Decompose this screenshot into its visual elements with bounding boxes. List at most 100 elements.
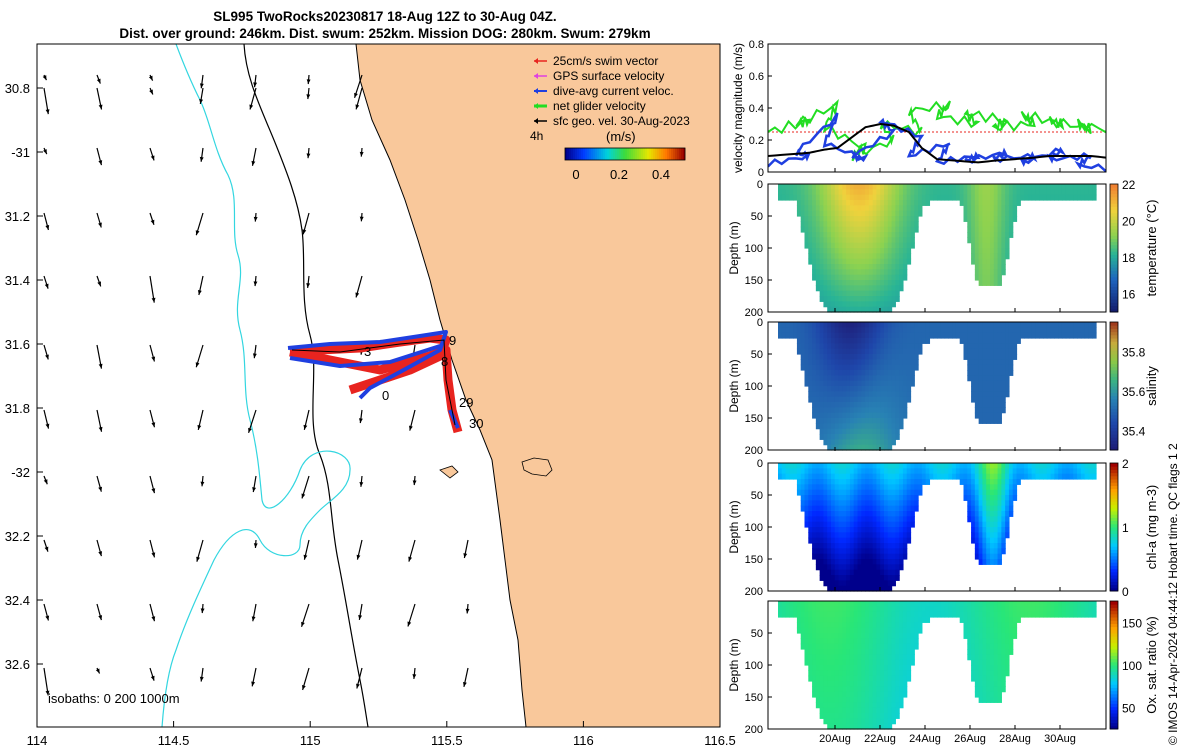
- depth-tick-label: 150: [745, 413, 763, 425]
- velocity-arrow: [195, 344, 204, 368]
- section-colorbar: [1109, 321, 1119, 451]
- colorbar-tick-label: 35.4: [1122, 424, 1146, 438]
- velocity-arrow: [43, 603, 50, 621]
- isobath-200: [243, 44, 369, 727]
- time-axis: 20Aug 22Aug 24Aug 26Aug 28Aug 30Aug: [819, 168, 1076, 745]
- day-label: 29: [459, 395, 473, 410]
- legend-label: 25cm/s swim vector: [553, 54, 658, 68]
- velocity-arrow: [251, 667, 257, 687]
- legend-entry-swim: 25cm/s swim vector: [534, 54, 658, 68]
- depth-tick-label: 150: [745, 692, 763, 704]
- scale-prefix: 4h: [530, 129, 543, 143]
- velocity-arrow: [149, 475, 156, 494]
- velocity-arrow: [197, 409, 204, 431]
- lon-tick-label: 116.5: [704, 733, 736, 748]
- velocity-arrow: [358, 603, 363, 620]
- velocity-arrow: [412, 475, 417, 486]
- lat-tick-label: 32.6: [5, 657, 30, 672]
- velocity-arrow: [149, 409, 156, 428]
- depth-tick-label: 150: [745, 554, 763, 566]
- velocity-arrow: [355, 275, 363, 298]
- velocity-arrow: [42, 74, 47, 81]
- colorbar-tick-label: 16: [1122, 288, 1136, 302]
- velocity-arrow: [95, 667, 101, 674]
- day-label: 9: [449, 333, 456, 348]
- velocity-arrow: [306, 74, 311, 85]
- time-tick-label: 22Aug: [864, 733, 896, 745]
- depth-tick-label: 100: [745, 381, 763, 393]
- track-path: [291, 339, 456, 426]
- lat-tick-label: 31.8: [5, 401, 30, 416]
- velocity-arrow: [409, 409, 416, 431]
- day-labels: 9 8 29 30 3 0: [364, 333, 483, 431]
- velocity-arrow: [149, 667, 155, 681]
- velocity-ytick-label: 0: [758, 167, 764, 179]
- legend-label: net glider velocity: [553, 99, 646, 113]
- colorbar-tick-label: 35.8: [1122, 346, 1146, 360]
- velocity-arrow: [200, 603, 205, 614]
- velocity-arrow: [43, 539, 49, 552]
- velocity-arrow: [302, 667, 310, 691]
- colorbar-tick: 0.4: [652, 167, 670, 182]
- isobaths-label: isobaths: 0 200 1000m: [48, 691, 180, 706]
- velocity-arrow: [412, 667, 417, 679]
- colorbar-label: chl-a (mg m-3): [1144, 485, 1159, 570]
- velocity-arrow: [300, 603, 310, 627]
- lon-tick-label: 114.5: [158, 733, 190, 748]
- colorbar-tick-label: 20: [1122, 215, 1136, 229]
- legend-entry-sfc-geo: sfc geo. vel. 30-Aug-2023: [534, 114, 690, 128]
- speed-colorbar: [565, 148, 686, 160]
- lat-tick-label: 31.2: [5, 209, 30, 224]
- depth-axis-label: Depth (m): [727, 359, 741, 412]
- velocity-arrow: [149, 147, 155, 161]
- time-tick-label: 24Aug: [909, 733, 941, 745]
- velocity-arrow: [251, 603, 257, 622]
- velocity-arrow: [96, 603, 103, 621]
- velocity-arrow: [247, 409, 257, 433]
- depth-tick-label: 200: [745, 724, 763, 736]
- section-panel-chlorophyll: 0 50 100 150 200 Depth (m) 0 1 2 chl-a (mg m-3): [727, 457, 1159, 599]
- velocity-arrow: [359, 475, 364, 487]
- velocity-arrow: [303, 409, 310, 430]
- colorbar-tick: 0.2: [610, 167, 628, 182]
- velocity-arrow: [195, 212, 204, 236]
- depth-axis-label: Depth (m): [727, 221, 741, 274]
- depth-tick-label: 100: [745, 660, 763, 672]
- section-panel-temperature: 0 50 100 150 200 Depth (m) 16 18 20 22 temperature…: [727, 178, 1159, 319]
- lat-tick-label: 30.8: [5, 81, 30, 96]
- velocity-arrow: [200, 475, 205, 487]
- depth-tick-label: 0: [757, 317, 763, 329]
- depth-tick-label: 50: [751, 349, 763, 361]
- velocity-arrow: [353, 74, 363, 98]
- velocity-arrow: [43, 409, 50, 429]
- land: [355, 44, 720, 727]
- velocity-arrow: [96, 74, 101, 84]
- velocity-arrow: [356, 539, 363, 560]
- velocity-arrow: [253, 212, 258, 222]
- colorbar-tick-label: 2: [1122, 457, 1129, 471]
- colorbar-tick-label: 150: [1122, 616, 1142, 630]
- section-colorbar: [1109, 600, 1119, 730]
- velocity-arrow: [301, 475, 310, 499]
- copyright-note: © IMOS 14-Apr-2024 04:44:12 Hobart time.…: [1166, 443, 1180, 745]
- depth-tick-label: 0: [757, 458, 763, 470]
- velocity-arrow: [149, 344, 156, 362]
- glider-track: [287, 330, 463, 434]
- time-tick-label: 28Aug: [999, 733, 1031, 745]
- velocity-arrow: [355, 87, 363, 110]
- velocity-ytick-label: 0.6: [749, 71, 764, 83]
- velocity-arrow: [408, 539, 416, 562]
- depth-tick-label: 100: [745, 243, 763, 255]
- legend-label: dive-avg current veloc.: [553, 84, 674, 98]
- lat-ticks: 30.8 -31 31.2 31.4 31.6 31.8 -32 32.2 32.4 32.6: [5, 81, 43, 672]
- lat-tick-label: 32.2: [5, 529, 30, 544]
- day-label: 3: [364, 344, 371, 359]
- legend-label: GPS surface velocity: [553, 69, 664, 83]
- velocity-arrow: [359, 147, 364, 157]
- colorbar-label: Ox. sat. ratio (%): [1144, 616, 1159, 714]
- velocity-arrow: [96, 344, 103, 369]
- lon-tick-label: 116: [573, 733, 594, 748]
